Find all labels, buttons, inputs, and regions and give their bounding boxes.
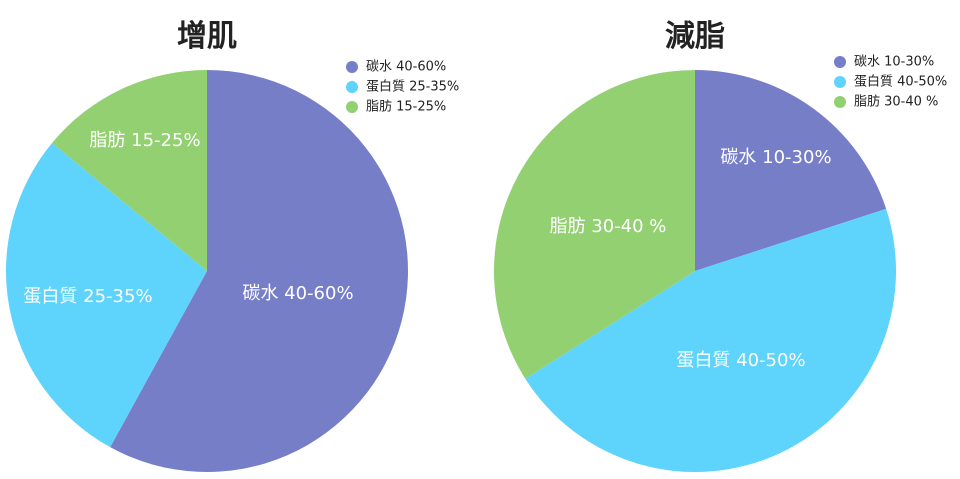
legend: 碳水 10-30% 蛋白質 40-50% 脂肪 30-40 % bbox=[834, 55, 947, 110]
slice-labels: 碳水 10-30% 蛋白質 40-50% 脂肪 30-40 % bbox=[550, 147, 832, 371]
slice-label-fat: 脂肪 15-25% bbox=[89, 130, 200, 151]
chart-title: 增肌 bbox=[177, 19, 237, 54]
legend-label-fat: 脂肪 30-40 % bbox=[854, 94, 938, 110]
pie-slice-protein bbox=[6, 142, 208, 448]
chart-left: 增肌 碳水 40-60% 蛋白質 25-35% 脂肪 15-25% 碳水 40-60… bbox=[6, 19, 459, 472]
legend-label-fat: 脂肪 15-25% bbox=[366, 99, 446, 115]
legend-swatch-fat bbox=[834, 96, 846, 108]
legend: 碳水 40-60% 蛋白質 25-35% 脂肪 15-25% bbox=[346, 60, 459, 115]
pie-slices bbox=[494, 70, 896, 472]
chart-right: 減脂 碳水 10-30% 蛋白質 40-50% 脂肪 30-40 % 碳水 10-3… bbox=[494, 19, 947, 472]
legend-swatch-protein bbox=[346, 81, 358, 93]
legend-label-protein: 蛋白質 25-35% bbox=[366, 79, 459, 95]
legend-label-protein: 蛋白質 40-50% bbox=[854, 74, 947, 90]
slice-labels: 碳水 40-60% 蛋白質 25-35% 脂肪 15-25% bbox=[23, 130, 353, 307]
legend-swatch-protein bbox=[834, 76, 846, 88]
legend-swatch-carbs bbox=[834, 56, 846, 68]
legend-label-carbs: 碳水 40-60% bbox=[366, 60, 446, 75]
slice-label-protein: 蛋白質 25-35% bbox=[23, 286, 152, 307]
legend-label-carbs: 碳水 10-30% bbox=[854, 55, 934, 70]
pie-slice-fat bbox=[494, 70, 695, 379]
legend-swatch-fat bbox=[346, 101, 358, 113]
pie-slice-carbs bbox=[110, 70, 408, 472]
slice-label-carbs: 碳水 40-60% bbox=[242, 283, 353, 304]
slice-label-protein: 蛋白質 40-50% bbox=[676, 350, 805, 371]
pie-slice-carbs bbox=[695, 70, 887, 271]
legend-swatch-carbs bbox=[346, 61, 358, 73]
pie-slices bbox=[6, 70, 408, 472]
slice-label-fat: 脂肪 30-40 % bbox=[550, 216, 667, 237]
pie-slice-protein bbox=[525, 208, 896, 472]
chart-title: 減脂 bbox=[665, 19, 725, 54]
pie-slice-fat bbox=[52, 70, 207, 271]
slice-label-carbs: 碳水 10-30% bbox=[720, 147, 831, 168]
